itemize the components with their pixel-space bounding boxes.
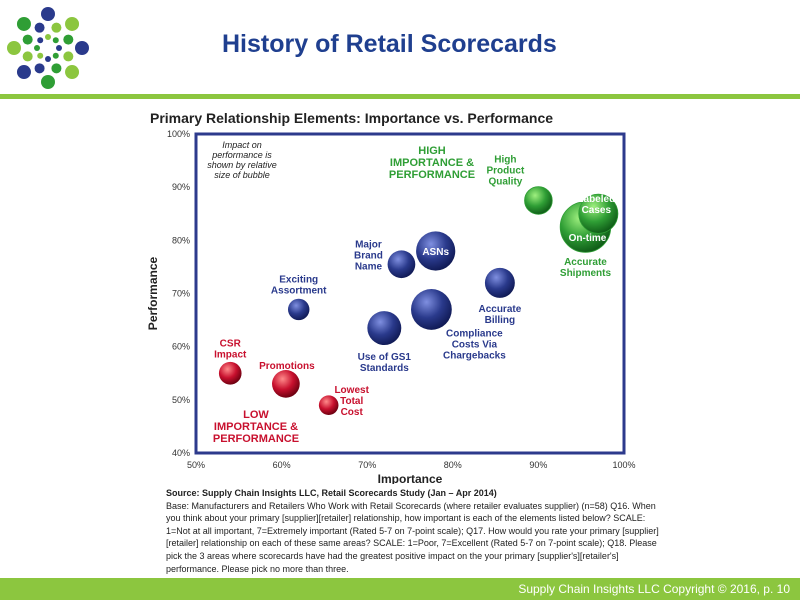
logo-dot: [51, 22, 62, 33]
bubble-point: [578, 193, 619, 234]
logo-dot: [22, 34, 33, 45]
bubble-label: Lowest Total Cost: [334, 385, 369, 418]
x-tick-label: 50%: [187, 460, 205, 470]
bubble-point: [218, 361, 242, 385]
x-tick-label: 90%: [529, 460, 547, 470]
bubble-point: [287, 298, 310, 321]
bubble-point: [318, 395, 339, 415]
bubble-label: Promotions: [259, 361, 315, 372]
bubble-label: Exciting Assortment: [271, 274, 327, 296]
footer-copyright: Supply Chain Insights LLC Copyright © 20…: [518, 582, 790, 596]
bubble-point: [524, 186, 553, 215]
logo-dot: [52, 37, 59, 44]
chart-title: Primary Relationship Elements: Importanc…: [150, 110, 553, 126]
logo-dot: [63, 51, 74, 62]
x-tick-label: 100%: [612, 460, 635, 470]
y-tick-label: 40%: [172, 448, 190, 458]
source-body: Base: Manufacturers and Retailers Who Wo…: [166, 500, 659, 574]
y-tick-label: 50%: [172, 395, 190, 405]
logo-dot: [22, 51, 33, 62]
bubble-label: ASNs: [422, 247, 449, 258]
bubble-point: [367, 311, 402, 346]
x-tick-label: 70%: [358, 460, 376, 470]
logo-dot: [45, 34, 51, 40]
bubble-label: High Product Quality: [487, 154, 525, 187]
bubble-label: Compliance Costs Via Chargebacks: [443, 328, 506, 361]
bubble-point: [387, 250, 416, 279]
logo-dot: [45, 56, 51, 62]
x-axis-label: Importance: [378, 472, 443, 484]
logo-dot: [65, 65, 80, 80]
logo-dot: [75, 41, 89, 55]
y-tick-label: 100%: [167, 129, 190, 139]
high-quadrant-label: HIGH IMPORTANCE & PERFORMANCE: [389, 145, 475, 181]
bubble-point: [484, 267, 515, 298]
logo-dot: [41, 7, 55, 21]
logo-dot: [16, 65, 31, 80]
bubble-label: CSR Impact: [214, 338, 247, 360]
logo-dot: [56, 45, 62, 51]
bubble-label: Properly Labeled Cases: [576, 183, 617, 216]
source-heading: Source: Supply Chain Insights LLC, Retai…: [166, 488, 497, 498]
logo-dot: [34, 63, 45, 74]
plot-frame: [194, 132, 626, 455]
x-tick-label: 60%: [273, 460, 291, 470]
bubble-label: Use of GS1 Standards: [358, 352, 412, 374]
logo-dot: [63, 34, 74, 45]
logo-dot: [41, 75, 55, 89]
footer-bar: Supply Chain Insights LLC Copyright © 20…: [0, 578, 800, 600]
bubble-point: [411, 289, 452, 330]
bubble-inner-label: On-time: [569, 233, 607, 244]
y-axis-label: Performance: [146, 256, 160, 330]
bubble-label: Accurate Shipments: [560, 257, 612, 279]
logo-dot: [37, 52, 44, 59]
company-logo: [7, 7, 89, 89]
bubble-point: [272, 370, 300, 398]
bubble-point: [416, 231, 456, 271]
y-tick-label: 60%: [172, 342, 190, 352]
bubble-label: Accurate Billing: [478, 304, 521, 326]
y-tick-label: 80%: [172, 235, 190, 245]
bubble-label: Major Brand Name: [354, 239, 383, 272]
logo-dot: [52, 52, 59, 59]
logo-dot: [51, 63, 62, 74]
logo-dot: [34, 22, 45, 33]
title-divider: [0, 94, 800, 99]
logo-dot: [16, 16, 31, 31]
y-tick-label: 90%: [172, 182, 190, 192]
x-tick-label: 80%: [444, 460, 462, 470]
logo-dot: [7, 41, 21, 55]
logo-dot: [37, 37, 44, 44]
bubble-chart: Primary Relationship Elements: Importanc…: [146, 110, 636, 484]
page-title: History of Retail Scorecards: [222, 30, 557, 58]
logo-dot: [34, 45, 40, 51]
low-quadrant-label: LOW IMPORTANCE & PERFORMANCE: [213, 409, 299, 445]
y-tick-label: 70%: [172, 289, 190, 299]
bubble-size-note: Impact on performance is shown by relative…: [207, 140, 277, 180]
logo-dot: [65, 16, 80, 31]
source-note: Source: Supply Chain Insights LLC, Retai…: [166, 487, 666, 575]
